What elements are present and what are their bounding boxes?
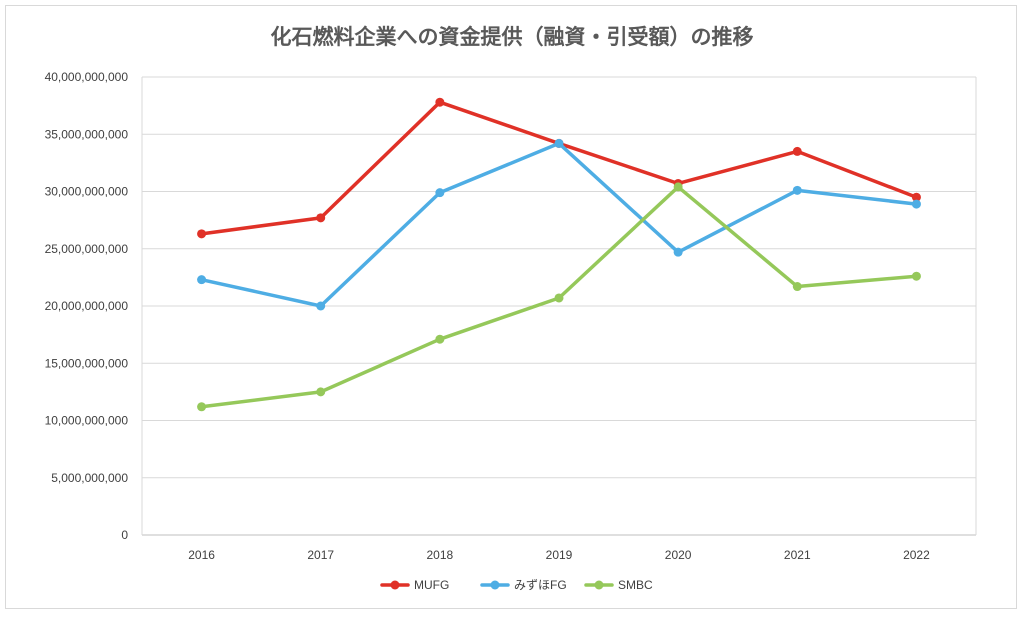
x-tick-label: 2020 bbox=[665, 548, 692, 562]
data-point bbox=[435, 334, 445, 344]
series-line-1 bbox=[199, 100, 919, 236]
data-point bbox=[673, 247, 683, 257]
chart-title: 化石燃料企業への資金提供（融資・引受額）の推移 bbox=[271, 25, 754, 49]
x-tick-label: 2018 bbox=[427, 548, 454, 562]
x-tick-label: 2019 bbox=[546, 548, 573, 562]
gridlines bbox=[141, 76, 977, 536]
data-point bbox=[197, 402, 207, 412]
legend-label: MUFG bbox=[414, 578, 449, 592]
legend-label: みずほFG bbox=[514, 578, 567, 592]
data-point bbox=[911, 192, 921, 202]
legend-label: SMBC bbox=[618, 578, 653, 592]
legend-swatch-marker bbox=[390, 580, 400, 590]
series-lines bbox=[197, 97, 921, 412]
data-point bbox=[554, 138, 564, 148]
legend: MUFG みずほFG SMBC bbox=[380, 578, 653, 592]
data-point bbox=[911, 199, 921, 209]
data-point bbox=[316, 301, 326, 311]
y-tick-label: 35,000,000,000 bbox=[45, 127, 129, 141]
data-point bbox=[554, 293, 564, 303]
data-point bbox=[792, 282, 802, 292]
y-tick-label: 20,000,000,000 bbox=[45, 299, 129, 313]
data-point bbox=[792, 185, 802, 195]
data-point bbox=[435, 97, 445, 107]
data-point bbox=[673, 182, 683, 192]
data-point bbox=[316, 213, 326, 223]
x-tick-label: 2021 bbox=[784, 548, 811, 562]
y-tick-label: 25,000,000,000 bbox=[45, 242, 129, 256]
y-axis-tick-labels: 0 5,000,000,000 10,000,000,000 15,000,000,0… bbox=[45, 70, 129, 542]
y-tick-label: 5,000,000,000 bbox=[51, 471, 128, 485]
data-point bbox=[316, 387, 326, 397]
legend-swatch-marker bbox=[490, 580, 500, 590]
x-axis-tick-labels: 2016 2017 2018 2019 2020 2021 2022 bbox=[188, 548, 930, 562]
y-tick-label: 0 bbox=[121, 528, 128, 542]
series-line-2 bbox=[199, 141, 919, 308]
x-tick-label: 2016 bbox=[188, 548, 215, 562]
y-tick-label: 10,000,000,000 bbox=[45, 414, 129, 428]
legend-swatch-marker bbox=[594, 580, 604, 590]
data-point bbox=[197, 229, 207, 239]
y-tick-label: 30,000,000,000 bbox=[45, 185, 129, 199]
data-point bbox=[792, 146, 802, 156]
data-point bbox=[197, 275, 207, 285]
chart-frame bbox=[5, 5, 1017, 609]
x-tick-label: 2022 bbox=[903, 548, 930, 562]
data-point bbox=[911, 271, 921, 281]
data-point bbox=[435, 188, 445, 198]
y-tick-label: 15,000,000,000 bbox=[45, 356, 129, 370]
y-tick-label: 40,000,000,000 bbox=[45, 70, 129, 84]
x-tick-label: 2017 bbox=[307, 548, 334, 562]
